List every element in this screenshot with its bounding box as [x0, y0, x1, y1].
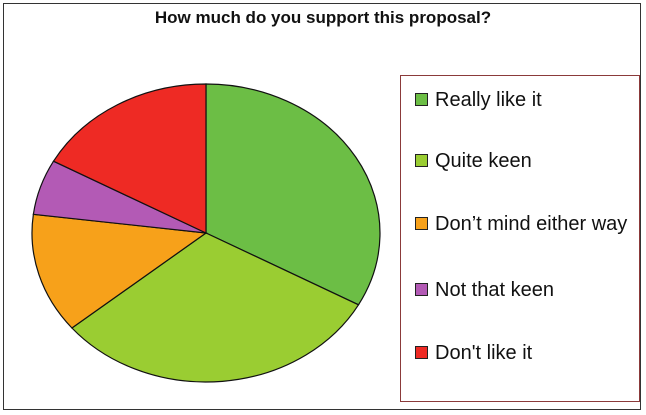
- legend-label: Quite keen: [435, 150, 532, 172]
- legend-item-dont-mind-either-way: Don’t mind either way: [415, 212, 635, 236]
- pie-slice-quite-keen: [71, 232, 360, 383]
- legend-swatch-dont-like-it: [415, 346, 428, 359]
- pie-slice-really-like-it: [205, 83, 381, 306]
- legend-item-really-like-it: Really like it: [415, 88, 635, 112]
- pie-slice-dont-like-it: [52, 83, 207, 234]
- pie-slice-dont-mind-either-way: [31, 213, 208, 329]
- legend-swatch-really-like-it: [415, 93, 428, 106]
- legend-label: Don’t mind either way: [435, 213, 628, 235]
- chart-legend: Really like it Quite keen Don’t mind eit…: [400, 75, 640, 402]
- legend-label: Not that keen: [435, 279, 554, 301]
- chart-title: How much do you support this proposal?: [154, 8, 492, 27]
- legend-label: Really like it: [435, 89, 542, 111]
- legend-swatch-dont-mind-either-way: [415, 217, 428, 230]
- legend-swatch-not-that-keen: [415, 283, 428, 296]
- legend-item-not-that-keen: Not that keen: [415, 278, 635, 302]
- legend-swatch-quite-keen: [415, 154, 428, 167]
- legend-label: Don't like it: [435, 342, 533, 364]
- legend-item-quite-keen: Quite keen: [415, 149, 635, 173]
- legend-item-dont-like-it: Don't like it: [415, 341, 635, 365]
